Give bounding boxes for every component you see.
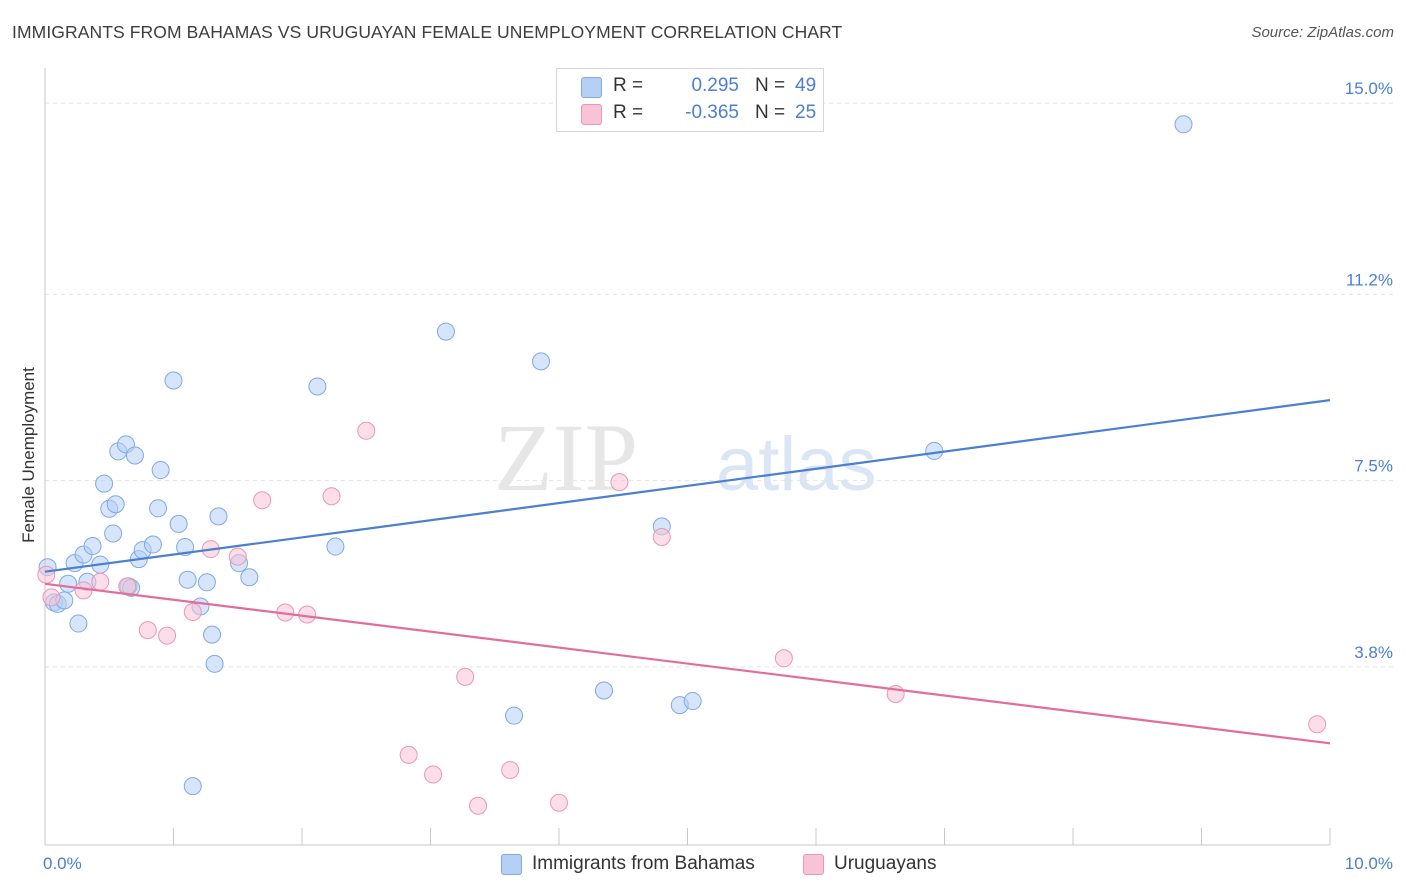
point-bahamas bbox=[96, 475, 113, 492]
point-bahamas bbox=[198, 574, 215, 591]
point-uruguayans bbox=[254, 492, 271, 509]
legend-n-value: 49 bbox=[795, 75, 816, 97]
point-bahamas bbox=[184, 778, 201, 795]
point-bahamas bbox=[1175, 116, 1192, 133]
legend-n-value: 25 bbox=[795, 102, 816, 124]
point-bahamas bbox=[144, 536, 161, 553]
bottom-legend-label-bahamas: Immigrants from Bahamas bbox=[532, 853, 755, 875]
point-uruguayans bbox=[457, 668, 474, 685]
legend-r-label: R = bbox=[613, 75, 643, 97]
y-tick-label: 7.5% bbox=[1354, 457, 1393, 476]
point-bahamas bbox=[105, 525, 122, 542]
point-uruguayans bbox=[611, 474, 628, 491]
x-tick-label: 10.0% bbox=[1345, 854, 1393, 873]
point-bahamas bbox=[595, 682, 612, 699]
legend-r-label: R = bbox=[613, 102, 643, 124]
point-uruguayans bbox=[653, 528, 670, 545]
point-uruguayans bbox=[139, 622, 156, 639]
legend-swatch-uruguayans bbox=[581, 104, 602, 125]
legend-n-label: N = bbox=[755, 102, 785, 124]
point-bahamas bbox=[152, 462, 169, 479]
point-bahamas bbox=[179, 571, 196, 588]
legend-r-value: -0.365 bbox=[641, 102, 739, 124]
point-uruguayans bbox=[38, 566, 55, 583]
chart-area: ZIP atlas 3.8%7.5%11.2%15.0%0.0% 10.0% Fe… bbox=[0, 0, 1406, 892]
x-tick-label: 0.0% bbox=[43, 854, 82, 873]
point-bahamas bbox=[533, 353, 550, 370]
point-uruguayans bbox=[502, 762, 519, 779]
point-bahamas bbox=[210, 508, 227, 525]
point-bahamas bbox=[926, 442, 943, 459]
point-bahamas bbox=[204, 626, 221, 643]
point-bahamas bbox=[170, 515, 187, 532]
y-axis-label: Female Unemployment bbox=[19, 367, 38, 543]
point-uruguayans bbox=[184, 603, 201, 620]
legend: R = 0.295 N = 49 R = -0.365 N = 25 bbox=[556, 68, 824, 132]
point-bahamas bbox=[150, 500, 167, 517]
point-uruguayans bbox=[358, 422, 375, 439]
point-uruguayans bbox=[1309, 716, 1326, 733]
point-uruguayans bbox=[92, 573, 109, 590]
point-bahamas bbox=[241, 569, 258, 586]
point-bahamas bbox=[84, 538, 101, 555]
point-uruguayans bbox=[470, 797, 487, 814]
legend-r-value: 0.295 bbox=[641, 75, 739, 97]
trendline-bahamas bbox=[45, 400, 1330, 572]
point-bahamas bbox=[684, 693, 701, 710]
legend-n-label: N = bbox=[755, 75, 785, 97]
point-bahamas bbox=[506, 707, 523, 724]
legend-swatch-bahamas bbox=[581, 77, 602, 98]
y-tick-label: 15.0% bbox=[1345, 79, 1393, 98]
point-bahamas bbox=[206, 655, 223, 672]
bottom-legend-label-uruguayans: Uruguayans bbox=[834, 853, 936, 875]
y-tick-label: 3.8% bbox=[1354, 643, 1393, 662]
point-uruguayans bbox=[400, 746, 417, 763]
point-bahamas bbox=[437, 323, 454, 340]
point-uruguayans bbox=[229, 548, 246, 565]
point-uruguayans bbox=[323, 488, 340, 505]
point-uruguayans bbox=[43, 589, 60, 606]
point-bahamas bbox=[70, 615, 87, 632]
point-bahamas bbox=[309, 378, 326, 395]
trendline-uruguayans bbox=[45, 584, 1330, 744]
point-uruguayans bbox=[775, 650, 792, 667]
point-bahamas bbox=[165, 372, 182, 389]
point-uruguayans bbox=[425, 766, 442, 783]
point-bahamas bbox=[327, 538, 344, 555]
bottom-legend-swatch-uruguayans bbox=[803, 854, 824, 875]
point-bahamas bbox=[126, 447, 143, 464]
point-bahamas bbox=[60, 575, 77, 592]
point-uruguayans bbox=[159, 627, 176, 644]
y-tick-label: 11.2% bbox=[1346, 270, 1393, 289]
point-bahamas bbox=[107, 496, 124, 513]
bottom-legend-swatch-bahamas bbox=[501, 854, 522, 875]
point-uruguayans bbox=[551, 794, 568, 811]
